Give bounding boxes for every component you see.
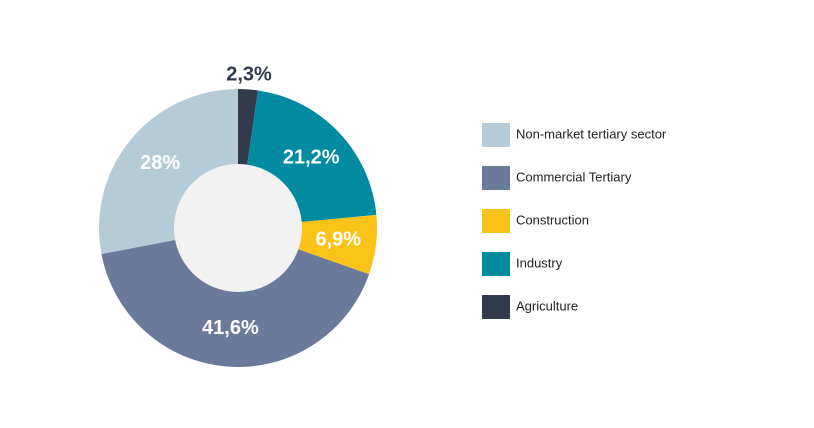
legend-label: Agriculture (516, 298, 578, 313)
legend-swatch (482, 252, 510, 276)
slice (101, 228, 370, 367)
legend-label: Commercial Tertiary (516, 169, 632, 184)
legend-swatch (482, 209, 510, 233)
legend-label: Non-market tertiary sector (516, 126, 667, 141)
legend-swatch (482, 166, 510, 190)
value-label: 41,6% (202, 317, 259, 339)
donut-hole (174, 164, 302, 292)
value-label: 2,3% (226, 64, 272, 86)
value-label: 21,2% (283, 147, 340, 169)
legend-label: Construction (516, 212, 589, 227)
legend-swatch (482, 123, 510, 147)
value-label: 6,9% (315, 229, 361, 251)
legend-label: Industry (516, 255, 563, 270)
value-label: 28% (140, 152, 180, 174)
legend-swatch (482, 295, 510, 319)
